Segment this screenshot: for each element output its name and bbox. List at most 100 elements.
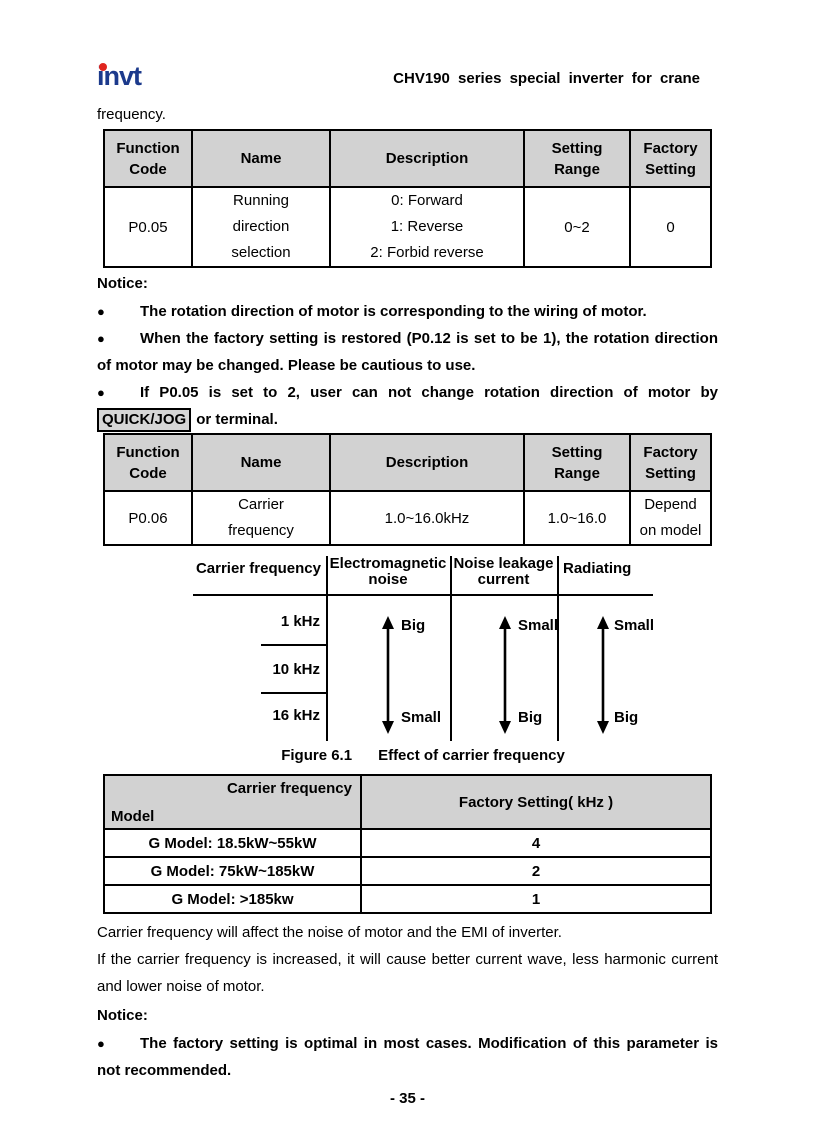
cell-factory-setting: 0 <box>629 186 712 268</box>
cell-setting-value: 4 <box>360 828 712 858</box>
param-table-p006: Function Code Name Description Setting R… <box>103 433 712 546</box>
header-line: Name <box>240 150 282 167</box>
header-line: Code <box>129 464 167 482</box>
notice-bullet-item: ● The factory setting is optimal in most … <box>97 1030 718 1084</box>
double-arrow-icon <box>499 616 511 734</box>
cell-name: Running direction selection <box>191 186 331 268</box>
description-line: 1: Reverse <box>390 218 464 235</box>
diagonal-bottom-label: Model <box>111 808 155 825</box>
header-line: Function <box>116 139 180 157</box>
header-line: Range <box>554 160 600 178</box>
name-line: Running <box>233 192 289 209</box>
header-line: Code <box>129 160 167 178</box>
header-description: Description <box>329 129 525 188</box>
notice-bullet-item: ● When the factory setting is restored (P… <box>97 325 718 379</box>
header-line: Factory <box>643 139 698 157</box>
bullet-icon: ● <box>97 1036 105 1051</box>
header-setting-range: Setting Range <box>523 433 631 492</box>
radiating-top-label: Small <box>614 617 655 634</box>
cell-function-code: P0.05 <box>103 186 193 268</box>
figure-freq-16khz: 16 kHz <box>272 707 320 724</box>
header-line: Setting <box>645 160 696 178</box>
header-function-code: Function Code <box>103 433 193 492</box>
figure-col-radiating: Radiating <box>563 560 632 577</box>
table-row: P0.05 Running direction selection 0: For… <box>103 186 712 268</box>
invt-logo: invt <box>97 63 142 90</box>
param-table-header-row: Function Code Name Description Setting R… <box>103 433 712 492</box>
header-function-code: Function Code <box>103 129 193 188</box>
figure-divider-2 <box>450 556 452 741</box>
name-line: frequency <box>228 522 294 539</box>
bullet-text: When the factory setting is restored (P0… <box>97 330 718 374</box>
cell-description: 0: Forward 1: Reverse 2: Forbid reverse <box>329 186 525 268</box>
header-line: Function <box>116 443 180 461</box>
bullet-icon: ● <box>97 385 105 400</box>
factory-line: Depend <box>644 496 697 513</box>
leakage-top-label: Small <box>518 617 559 634</box>
figure-freq-10khz: 10 kHz <box>272 661 320 678</box>
header-line: Description <box>385 150 469 167</box>
figure-col-carrier-frequency: Carrier frequency <box>195 560 321 577</box>
table-row: G Model: 18.5kW~55kW 4 <box>103 828 712 858</box>
figure-freq-separator-1 <box>261 644 326 646</box>
invt-logo-red-dot-icon <box>99 63 107 71</box>
bullet-text: The factory setting is optimal in most c… <box>97 1035 718 1079</box>
em-noise-top-label: Big <box>401 617 426 634</box>
figure-caption-number: Figure 6.1 <box>281 747 353 764</box>
bullet-icon: ● <box>97 331 105 346</box>
header-description: Description <box>329 433 525 492</box>
double-arrow-icon <box>382 616 394 734</box>
figure-freq-separator-2 <box>261 692 326 694</box>
cell-setting-range: 0~2 <box>523 186 631 268</box>
document-title: CHV190 series special inverter for crane <box>393 70 700 87</box>
name-line: selection <box>231 244 291 261</box>
header-line: Range <box>554 464 600 482</box>
header-setting-range: Setting Range <box>523 129 631 188</box>
name-line: Carrier <box>238 496 284 513</box>
description-line: 0: Forward <box>391 192 463 209</box>
figure-col-electromagnetic-noise: Electromagnetic noise <box>329 555 447 588</box>
param-table-header-row: Function Code Name Description Setting R… <box>103 129 712 188</box>
header-line: Setting <box>645 464 696 482</box>
figure-divider-1 <box>326 556 328 741</box>
name-line: direction <box>232 218 290 235</box>
header-name: Name <box>191 129 331 188</box>
header-diagonal-cell: Carrier frequency Model <box>103 774 362 830</box>
cell-factory-setting: Depend on model <box>629 490 712 546</box>
double-arrow-icon <box>597 616 609 734</box>
table-row: P0.06 Carrier frequency 1.0~16.0kHz 1.0~… <box>103 490 712 546</box>
em-noise-bottom-label: Small <box>401 709 442 726</box>
figure-col-noise-leakage-current: Noise leakage current <box>453 555 554 588</box>
table-row: G Model: >185kw 1 <box>103 884 712 914</box>
notice-label: Notice: <box>97 275 148 292</box>
body-paragraph: If the carrier frequency is increased, i… <box>97 951 718 995</box>
cell-setting-value: 2 <box>360 856 712 886</box>
figure-caption-text: Effect of carrier frequency <box>378 747 565 764</box>
notice-label: Notice: <box>97 1007 148 1024</box>
header-line: Factory <box>643 443 698 461</box>
cell-model: G Model: 75kW~185kW <box>103 856 362 886</box>
cell-model: G Model: 18.5kW~55kW <box>103 828 362 858</box>
radiating-bottom-label: Big <box>614 709 639 726</box>
header-factory-setting: Factory Setting <box>629 433 712 492</box>
param-table-p005: Function Code Name Description Setting R… <box>103 129 712 268</box>
figure-divider-3 <box>557 556 559 741</box>
leakage-bottom-label: Big <box>518 709 543 726</box>
notice-bullet-item: ● The rotation direction of motor is corr… <box>97 298 718 325</box>
table-row: G Model: 75kW~185kW 2 <box>103 856 712 886</box>
model-factory-setting-table: Carrier frequency Model Factory Setting(… <box>103 774 712 914</box>
description-line: 2: Forbid reverse <box>370 244 484 261</box>
header-factory-setting-khz: Factory Setting( kHz ) <box>360 774 712 830</box>
header-line: Name <box>240 454 282 471</box>
carrier-frequency-figure: Carrier frequency Electromagnetic noise … <box>193 555 655 741</box>
header-name: Name <box>191 433 331 492</box>
header-factory-setting: Factory Setting <box>629 129 712 188</box>
cell-function-code: P0.06 <box>103 490 193 546</box>
intro-text: frequency. <box>97 106 166 123</box>
model-table-header-row: Carrier frequency Model Factory Setting(… <box>103 774 712 830</box>
cell-model: G Model: >185kw <box>103 884 362 914</box>
page-header: invt CHV190 series special inverter for … <box>97 63 718 90</box>
bullet-text: or terminal. <box>196 411 278 428</box>
bullet-text: If P0.05 is set to 2, user can not chang… <box>140 384 718 401</box>
figure-header-rule <box>193 594 653 596</box>
